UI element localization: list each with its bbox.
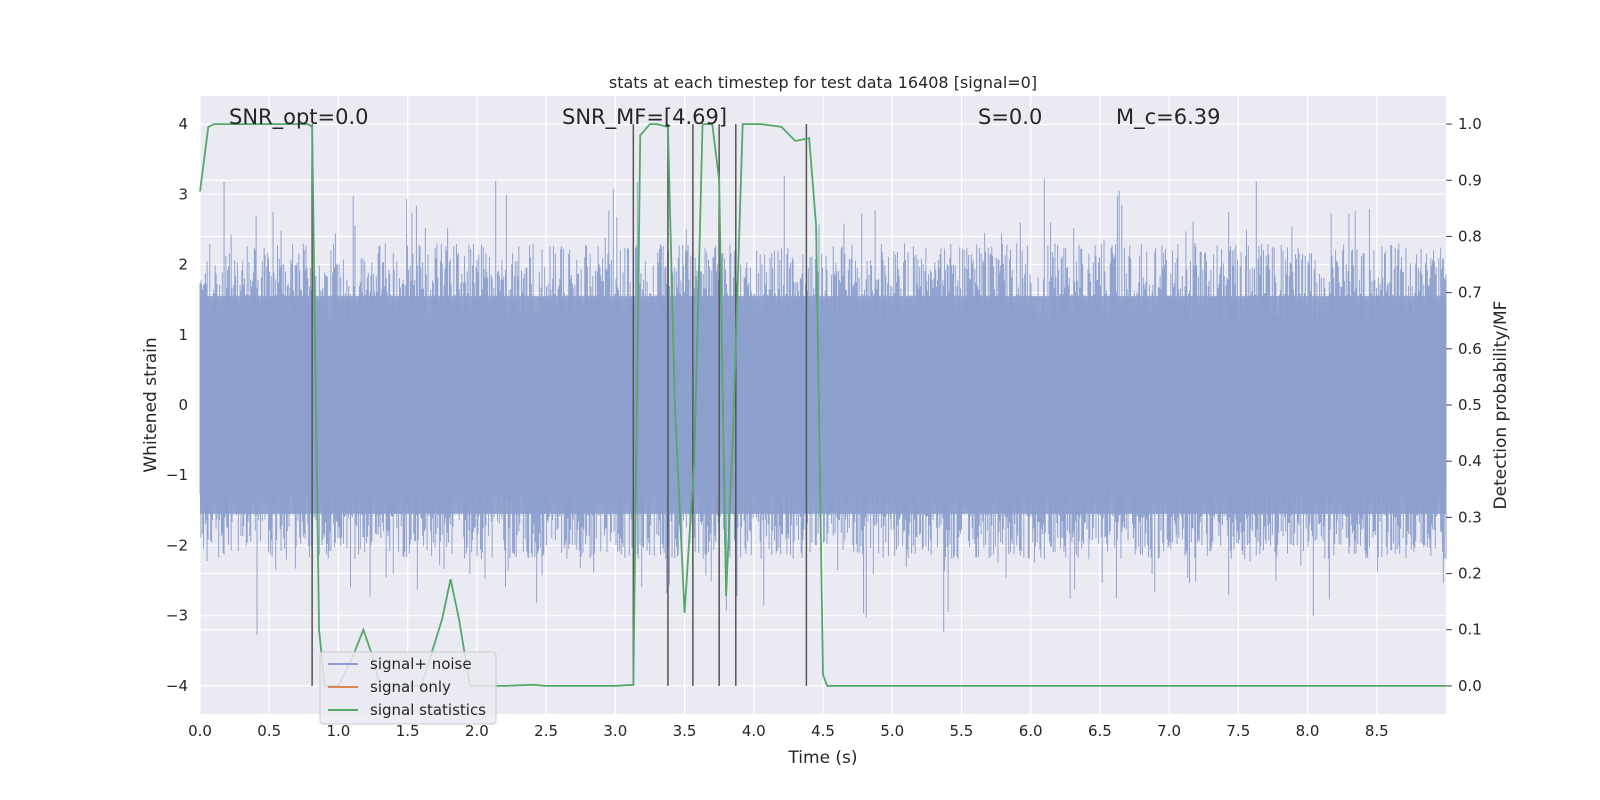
- left-y-tick-label: 3: [178, 185, 188, 203]
- annotation-snr-mf: SNR_MF=[4.69]: [562, 105, 727, 130]
- right-y-tick-label: 0.0: [1458, 677, 1482, 695]
- legend-label-signal-only: signal only: [370, 678, 451, 696]
- series-signal-statistics: [199, 123, 1446, 687]
- x-tick-label: 0.5: [257, 722, 281, 740]
- left-y-tick-label: 0: [178, 396, 188, 414]
- legend-box: [319, 651, 497, 725]
- left-y-tick-labels: 4 3 2 1 0 −1 −2 −3 −4: [166, 115, 188, 695]
- right-y-tick-label: 0.1: [1458, 621, 1482, 639]
- x-tick-labels: 0.0 0.5 1.0 1.5 2.0 2.5 3.0 3.5 4.0 4.5 5.0 5.5 6.0 6…: [188, 722, 1389, 740]
- x-tick-label: 2.0: [465, 722, 489, 740]
- x-tick-label: 6.5: [1088, 722, 1112, 740]
- x-tick-label: 8.5: [1365, 722, 1389, 740]
- right-y-tick-label: 0.5: [1458, 396, 1482, 414]
- x-tick-label: 8.0: [1296, 722, 1320, 740]
- annotation-snr-opt: SNR_opt=0.0: [229, 105, 369, 130]
- left-y-tick-label: 2: [178, 256, 188, 274]
- right-y-tick-labels: 1.0 0.9 0.8 0.7 0.6 0.5 0.4 0.3 0.2 0.1 0.0: [1446, 115, 1482, 695]
- left-y-tick-label: 4: [178, 115, 188, 133]
- left-y-tick-label: 1: [178, 326, 188, 344]
- right-y-tick-label: 0.4: [1458, 452, 1482, 470]
- right-y-tick-label: 0.7: [1458, 284, 1482, 302]
- x-axis-label: Time (s): [787, 748, 857, 768]
- legend-label-signal-noise: signal+ noise: [370, 655, 472, 673]
- right-y-tick-label: 0.9: [1458, 171, 1482, 189]
- right-y-tick-label: 1.0: [1458, 115, 1482, 133]
- x-tick-label: 4.0: [742, 722, 766, 740]
- left-y-tick-label: −2: [166, 536, 188, 554]
- x-tick-label: 3.5: [673, 722, 697, 740]
- right-y-axis-label: Detection probability/MF: [1491, 301, 1511, 510]
- x-tick-label: 3.0: [603, 722, 627, 740]
- right-y-tick-label: 0.6: [1458, 340, 1482, 358]
- annotation-s: S=0.0: [978, 105, 1042, 129]
- right-y-tick-label: 0.8: [1458, 227, 1482, 245]
- right-y-tick-label: 0.3: [1458, 508, 1482, 526]
- left-y-tick-label: −4: [166, 677, 188, 695]
- right-y-tick-label: 0.2: [1458, 565, 1482, 583]
- x-tick-label: 0.0: [188, 722, 212, 740]
- x-tick-label: 5.5: [950, 722, 974, 740]
- series-signal-plus-noise: [199, 175, 1447, 635]
- x-tick-label: 4.5: [811, 722, 835, 740]
- left-y-axis-label: Whitened strain: [141, 337, 161, 472]
- noise-trace: [199, 175, 1447, 635]
- left-y-tick-label: −1: [166, 466, 188, 484]
- legend-label-signal-statistics: signal statistics: [370, 701, 486, 719]
- chart-title: stats at each timestep for test data 164…: [609, 73, 1037, 92]
- x-tick-label: 6.0: [1019, 722, 1043, 740]
- x-tick-label: 5.0: [880, 722, 904, 740]
- left-y-tick-label: −3: [166, 607, 188, 625]
- x-tick-label: 1.0: [327, 722, 351, 740]
- x-tick-label: 2.5: [534, 722, 558, 740]
- annotation-mc: M_c=6.39: [1116, 105, 1221, 130]
- x-tick-label: 7.5: [1226, 722, 1250, 740]
- x-tick-label: 7.0: [1157, 722, 1181, 740]
- vertical-markers: [311, 124, 808, 686]
- legend: signal+ noise signal only signal statist…: [319, 651, 497, 725]
- x-tick-label: 1.5: [396, 722, 420, 740]
